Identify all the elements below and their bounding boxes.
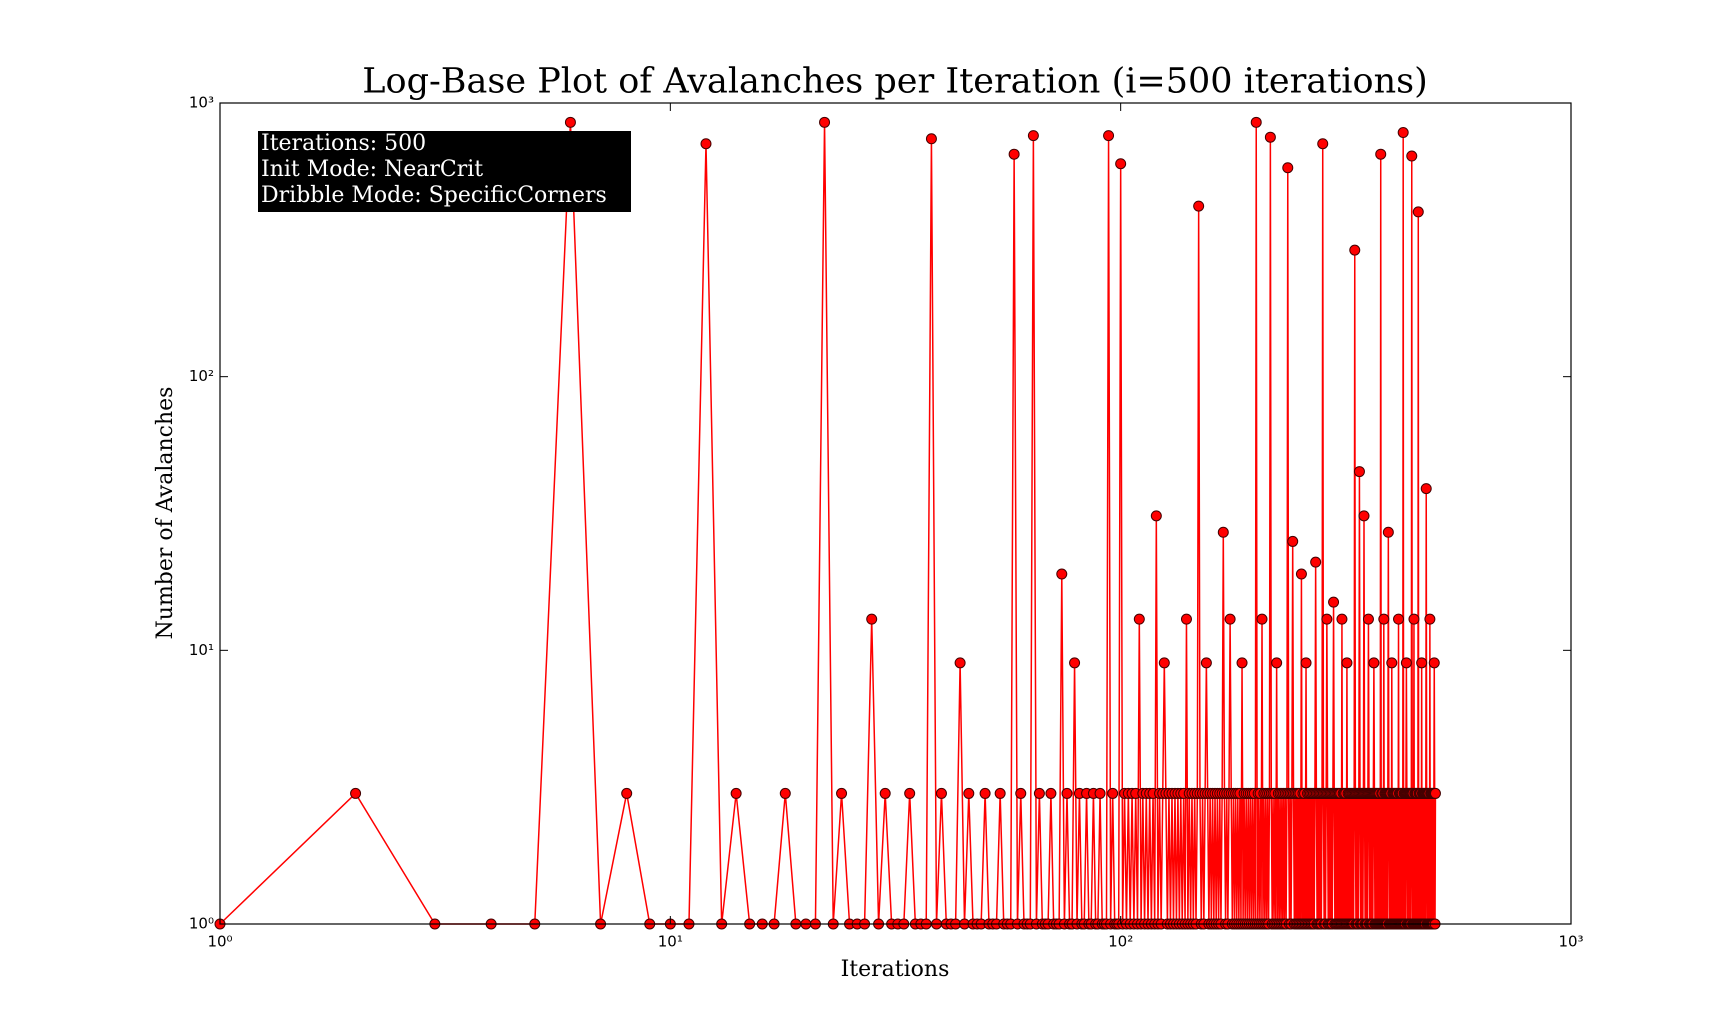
data-point	[935, 787, 947, 799]
axes-frame	[219, 102, 1572, 925]
data-point	[1094, 787, 1106, 799]
data-point	[1103, 130, 1115, 142]
x-tick-label: 10³	[1558, 933, 1583, 951]
data-point	[1416, 657, 1428, 669]
data-point	[1393, 613, 1405, 625]
data-point	[1397, 127, 1409, 139]
x-axis-label: Iterations	[841, 957, 950, 982]
data-point	[1133, 613, 1145, 625]
data-point	[1033, 787, 1045, 799]
data-point	[1217, 526, 1229, 538]
data-point	[730, 787, 742, 799]
series-line	[219, 122, 1437, 925]
data-point	[979, 787, 991, 799]
data-point	[1069, 657, 1081, 669]
data-point	[994, 787, 1006, 799]
data-point	[1429, 787, 1441, 799]
data-point	[1412, 206, 1424, 218]
data-point	[819, 116, 831, 128]
data-point	[1420, 483, 1432, 495]
data-point	[1271, 657, 1283, 669]
data-point	[1400, 657, 1412, 669]
data-point	[779, 787, 791, 799]
data-point	[1375, 148, 1387, 160]
data-point	[1341, 657, 1353, 669]
data-point	[879, 787, 891, 799]
annotation-text: Iterations: 500	[261, 131, 426, 156]
data-point	[1336, 613, 1348, 625]
x-tick-label: 10¹	[658, 933, 683, 951]
chart-title: Log-Base Plot of Avalanches per Iteratio…	[362, 62, 1427, 102]
data-point	[1250, 116, 1262, 128]
annotation-text: Dribble Mode: SpecificCorners	[261, 183, 607, 208]
data-point	[1424, 613, 1436, 625]
data-point	[1368, 657, 1380, 669]
y-tick-label: 10³	[189, 94, 214, 112]
y-axis-label: Number of Avalanches	[153, 387, 178, 640]
x-tick-label: 10²	[1108, 933, 1133, 951]
data-point	[954, 657, 966, 669]
data-point	[1056, 568, 1068, 580]
data-point	[1408, 613, 1420, 625]
data-point	[1256, 613, 1268, 625]
data-point	[1295, 568, 1307, 580]
data-point	[1386, 657, 1398, 669]
data-point	[1193, 200, 1205, 212]
data-point	[1282, 162, 1294, 174]
data-point	[1236, 657, 1248, 669]
data-point	[1045, 787, 1057, 799]
data-point	[1362, 613, 1374, 625]
data-point	[564, 116, 576, 128]
data-point	[1310, 556, 1322, 568]
data-point	[866, 613, 878, 625]
data-point	[1224, 613, 1236, 625]
data-point	[1107, 787, 1119, 799]
data-point	[1027, 130, 1039, 142]
y-tick-label: 10¹	[189, 641, 214, 659]
data-point	[1353, 466, 1365, 478]
data-point	[1321, 613, 1333, 625]
data-point	[836, 787, 848, 799]
data-point	[1287, 535, 1299, 547]
data-point	[1180, 613, 1192, 625]
data-point	[1300, 657, 1312, 669]
data-point	[1406, 150, 1418, 162]
data-point	[1264, 131, 1276, 143]
y-tick-label: 10²	[189, 367, 214, 385]
data-point	[1150, 510, 1162, 522]
data-point	[925, 133, 937, 145]
data-point	[350, 787, 362, 799]
annotation-box	[258, 131, 631, 212]
data-point	[700, 138, 712, 150]
data-point	[1200, 657, 1212, 669]
data-point	[1061, 787, 1073, 799]
data-point	[1115, 158, 1127, 170]
plot-area	[214, 116, 1441, 930]
data-point	[963, 787, 975, 799]
data-point	[621, 787, 633, 799]
data-point	[1382, 526, 1394, 538]
y-tick-label: 10⁰	[189, 915, 214, 933]
data-point	[1428, 657, 1440, 669]
data-point	[1158, 657, 1170, 669]
data-point	[1358, 510, 1370, 522]
data-point	[1008, 148, 1020, 160]
annotation-text: Init Mode: NearCrit	[261, 157, 483, 182]
data-point	[1378, 613, 1390, 625]
data-point	[904, 787, 916, 799]
data-point	[1349, 244, 1361, 256]
data-point	[1317, 138, 1329, 150]
data-point	[1328, 596, 1340, 608]
x-tick-label: 10⁰	[207, 933, 232, 951]
data-point	[1015, 787, 1027, 799]
